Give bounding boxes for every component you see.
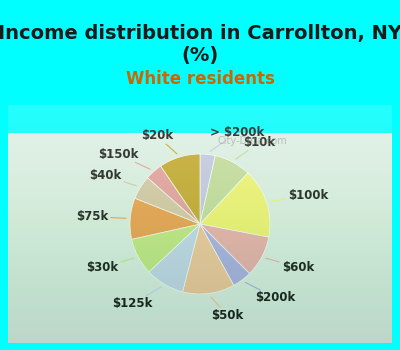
Text: $125k: $125k <box>112 287 161 310</box>
Wedge shape <box>135 178 200 224</box>
Text: $30k: $30k <box>86 258 134 274</box>
Wedge shape <box>182 224 234 294</box>
Text: City-Data.com: City-Data.com <box>218 136 287 146</box>
Wedge shape <box>200 173 270 237</box>
Text: $40k: $40k <box>89 169 136 186</box>
Text: Income distribution in Carrollton, NY
(%): Income distribution in Carrollton, NY (%… <box>0 25 400 65</box>
Wedge shape <box>200 224 250 285</box>
Text: $20k: $20k <box>141 129 177 154</box>
Text: $100k: $100k <box>271 189 328 202</box>
Wedge shape <box>161 154 200 224</box>
Text: $50k: $50k <box>211 297 244 322</box>
Text: $10k: $10k <box>236 136 275 159</box>
Wedge shape <box>200 156 248 224</box>
Text: > $200k: > $200k <box>210 126 264 152</box>
Wedge shape <box>130 198 200 239</box>
Text: $200k: $200k <box>245 282 296 304</box>
Text: $60k: $60k <box>266 258 314 274</box>
Text: $150k: $150k <box>98 148 150 169</box>
Wedge shape <box>200 154 215 224</box>
Wedge shape <box>149 224 200 292</box>
Text: $75k: $75k <box>76 210 126 223</box>
Text: White residents: White residents <box>126 70 274 88</box>
Wedge shape <box>148 166 200 224</box>
Wedge shape <box>132 224 200 272</box>
Wedge shape <box>200 224 269 273</box>
